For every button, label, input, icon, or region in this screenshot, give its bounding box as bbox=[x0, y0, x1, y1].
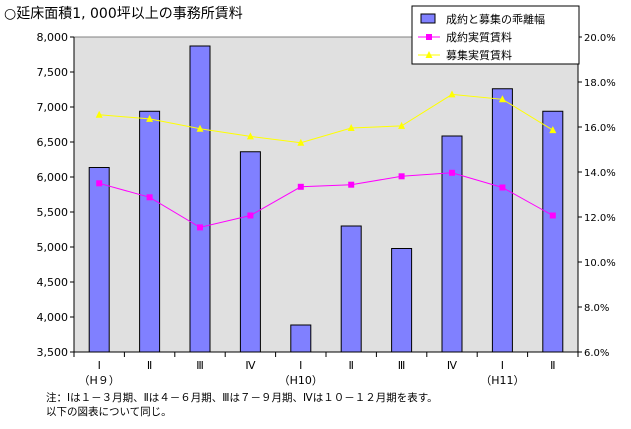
y-tick-label-7: 7,000 bbox=[37, 101, 69, 114]
line-1-point-10 bbox=[549, 212, 556, 219]
y2-tick-label-1: 8.0% bbox=[584, 303, 609, 314]
x-tick-label-3: Ⅲ bbox=[196, 359, 204, 372]
line-2-point-3 bbox=[196, 124, 204, 132]
y2-tick-label-3: 12.0% bbox=[584, 213, 616, 224]
y2-tick-label-4: 14.0% bbox=[584, 168, 616, 179]
bar-10 bbox=[542, 110, 564, 353]
x-sublabel-9: （H11） bbox=[480, 374, 524, 387]
line-1-point-7 bbox=[398, 173, 405, 180]
x-tick-label-9: Ⅰ bbox=[501, 359, 504, 372]
x-tick-label-5: Ⅰ bbox=[299, 359, 302, 372]
y2-tick-label-2: 10.0% bbox=[584, 258, 616, 269]
x-tick-label-6: Ⅱ bbox=[348, 359, 353, 372]
line-2-point-1 bbox=[95, 110, 103, 118]
axes: 3,500 4,000 4,500 5,000 5,500 6,000 6,500 7,000… bbox=[37, 31, 616, 387]
bar-8 bbox=[441, 135, 463, 353]
x-tick-label-2: Ⅱ bbox=[147, 359, 152, 372]
legend-label-2: 成約実質賃料 bbox=[446, 30, 512, 44]
line-2-point-2 bbox=[146, 114, 154, 122]
line-2-point-4 bbox=[246, 132, 254, 140]
line-2 bbox=[99, 93, 554, 144]
footnote: 注：Ⅰは１－３月期、Ⅱは４－６月期、Ⅲは７－９月期、Ⅳは１０－１２月期を表す。 … bbox=[46, 391, 438, 419]
line-1-point-4 bbox=[247, 212, 254, 219]
y-tick-label-8: 7,500 bbox=[37, 66, 69, 79]
line-2-point-5 bbox=[297, 138, 305, 146]
x-tick-label-8: Ⅳ bbox=[447, 359, 458, 372]
bar-2 bbox=[139, 110, 161, 353]
y-tick-label-6: 6,500 bbox=[37, 136, 69, 149]
bar-5 bbox=[290, 324, 312, 353]
legend-label-1: 成約と募集の乖離幅 bbox=[446, 12, 545, 26]
x-tick-label-10: Ⅱ bbox=[550, 359, 555, 372]
footnote-line-1: 注：Ⅰは１－３月期、Ⅱは４－６月期、Ⅲは７－９月期、Ⅳは１０－１２月期を表す。 bbox=[46, 392, 438, 404]
bar-1 bbox=[88, 167, 110, 353]
legend-box bbox=[411, 5, 580, 65]
x-tick-label-7: Ⅲ bbox=[398, 359, 406, 372]
y-tick-label-2: 4,500 bbox=[37, 276, 69, 289]
legend-label-3: 募集実質賃料 bbox=[446, 48, 512, 62]
y-tick-label-5: 6,000 bbox=[37, 171, 69, 184]
footnote-line-2: 以下の図表について同じ。 bbox=[46, 406, 172, 418]
chart-title: ○延床面積1, 000坪以上の事務所賃料 bbox=[4, 6, 243, 22]
y2-tick-label-6: 18.0% bbox=[584, 78, 616, 89]
x-sublabel-5: （H10） bbox=[279, 374, 323, 387]
line-1 bbox=[99, 172, 554, 228]
line-2-point-8 bbox=[448, 90, 456, 98]
bar-7 bbox=[391, 248, 413, 353]
legend-swatch-1 bbox=[420, 13, 436, 24]
legend-swatch-2-marker bbox=[426, 34, 432, 40]
line-2-point-6 bbox=[347, 124, 355, 131]
bar-4 bbox=[239, 151, 261, 353]
line-1-point-6 bbox=[348, 181, 355, 188]
y2-tick-label-7: 20.0% bbox=[584, 33, 616, 44]
line-series bbox=[95, 90, 557, 231]
line-2-point-9 bbox=[498, 95, 506, 103]
y-tick-label-4: 5,500 bbox=[37, 206, 69, 219]
x-tick-label-4: Ⅳ bbox=[245, 359, 256, 372]
x-sublabel-1: （H９） bbox=[79, 374, 120, 387]
line-1-point-5 bbox=[297, 183, 304, 190]
bar-6 bbox=[340, 225, 362, 353]
legend-swatch-3-marker bbox=[425, 51, 433, 58]
line-1-point-8 bbox=[449, 169, 455, 176]
bar-series bbox=[88, 45, 564, 353]
x-tick-label-1: Ⅰ bbox=[98, 359, 101, 372]
y-tick-label-3: 5,000 bbox=[37, 241, 69, 254]
y-tick-label-9: 8,000 bbox=[37, 31, 69, 44]
line-2-point-10 bbox=[549, 126, 557, 134]
line-1-point-2 bbox=[146, 194, 153, 201]
line-1-point-3 bbox=[197, 224, 203, 231]
bar-9 bbox=[491, 88, 513, 353]
y2-tick-label-5: 16.0% bbox=[584, 123, 616, 134]
bar-3 bbox=[189, 45, 211, 353]
line-2-point-7 bbox=[398, 121, 406, 129]
y-tick-label-1: 4,000 bbox=[37, 311, 69, 324]
line-1-point-1 bbox=[96, 180, 103, 187]
y-tick-label-0: 3,500 bbox=[37, 346, 69, 359]
line-1-point-9 bbox=[499, 184, 506, 191]
y2-tick-label-0: 6.0% bbox=[584, 348, 609, 359]
